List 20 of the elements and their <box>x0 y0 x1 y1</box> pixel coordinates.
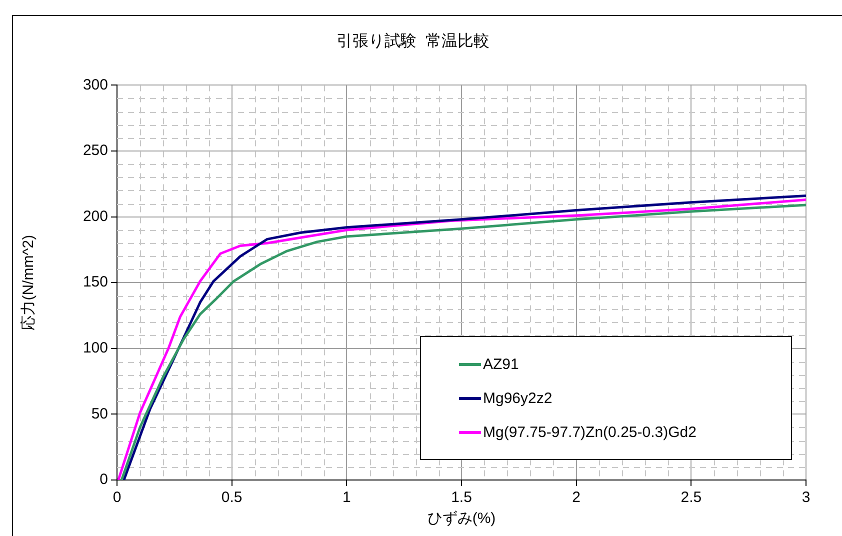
legend-label: Mg(97.75-97.7)Zn(0.25-0.3)Gd2 <box>483 424 696 440</box>
x-tick-label: 2 <box>572 489 581 506</box>
x-tick-label: 3 <box>802 489 810 506</box>
y-tick-label: 250 <box>82 142 108 160</box>
x-tick-label: 1.5 <box>451 489 472 506</box>
y-tick-label: 200 <box>82 208 108 225</box>
x-tick-label: 2.5 <box>680 489 702 506</box>
x-axis-title: ひずみ(%) <box>427 510 496 528</box>
legend-label: AZ91 <box>483 356 519 372</box>
y-axis-title: 応力(N/mm^2) <box>20 234 38 330</box>
x-tick-label: 0 <box>112 489 122 506</box>
y-tick-label: 50 <box>91 405 108 422</box>
x-tick-label: 0.5 <box>221 489 242 506</box>
y-tick-label: 0 <box>100 471 108 488</box>
y-tick-label: 300 <box>82 76 108 94</box>
legend-label: Mg96y2z2 <box>483 390 552 406</box>
y-tick-label: 100 <box>82 340 108 357</box>
x-tick-label: 1 <box>342 489 351 506</box>
chart-title: 引張り試験 常温比較 <box>336 32 490 50</box>
y-tick-label: 150 <box>82 274 108 291</box>
